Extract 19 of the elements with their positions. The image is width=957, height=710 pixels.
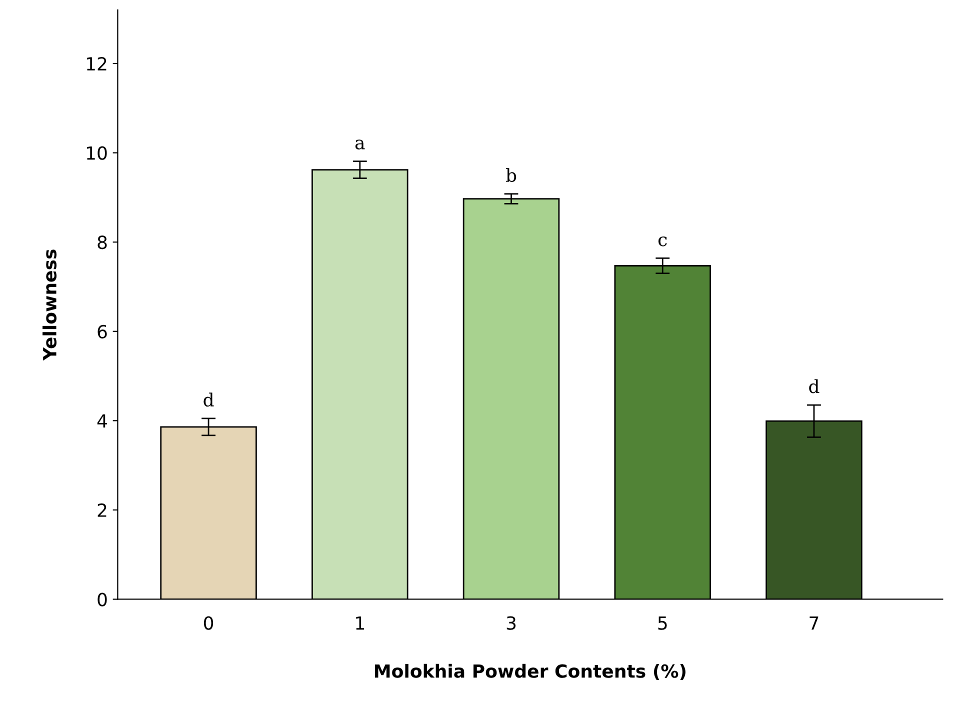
y-axis-title: Yellowness [42, 250, 57, 361]
annotation: a [355, 140, 365, 150]
x-tick-label: 1 [356, 616, 364, 630]
x-tick-label: 3 [506, 616, 516, 630]
annotation: c [658, 236, 667, 246]
x-axis-title: Molokhia Powder Contents (%) [375, 664, 686, 680]
x-tick-label: 7 [810, 616, 818, 630]
y-tick-label: 6 [98, 324, 107, 338]
y-tick-label: 12 [86, 56, 106, 70]
annotation: d [204, 392, 214, 407]
annotation: b [506, 168, 516, 182]
y-tick-label: 0 [98, 592, 107, 606]
x-tick-label: 5 [658, 616, 667, 630]
y-tick-label: 4 [97, 414, 107, 428]
y-tick-label: 2 [98, 503, 106, 517]
y-tick-label: 10 [86, 146, 107, 160]
annotation: d [809, 379, 820, 394]
x-tick-label: 0 [204, 616, 214, 630]
y-tick-label: 8 [98, 236, 107, 250]
